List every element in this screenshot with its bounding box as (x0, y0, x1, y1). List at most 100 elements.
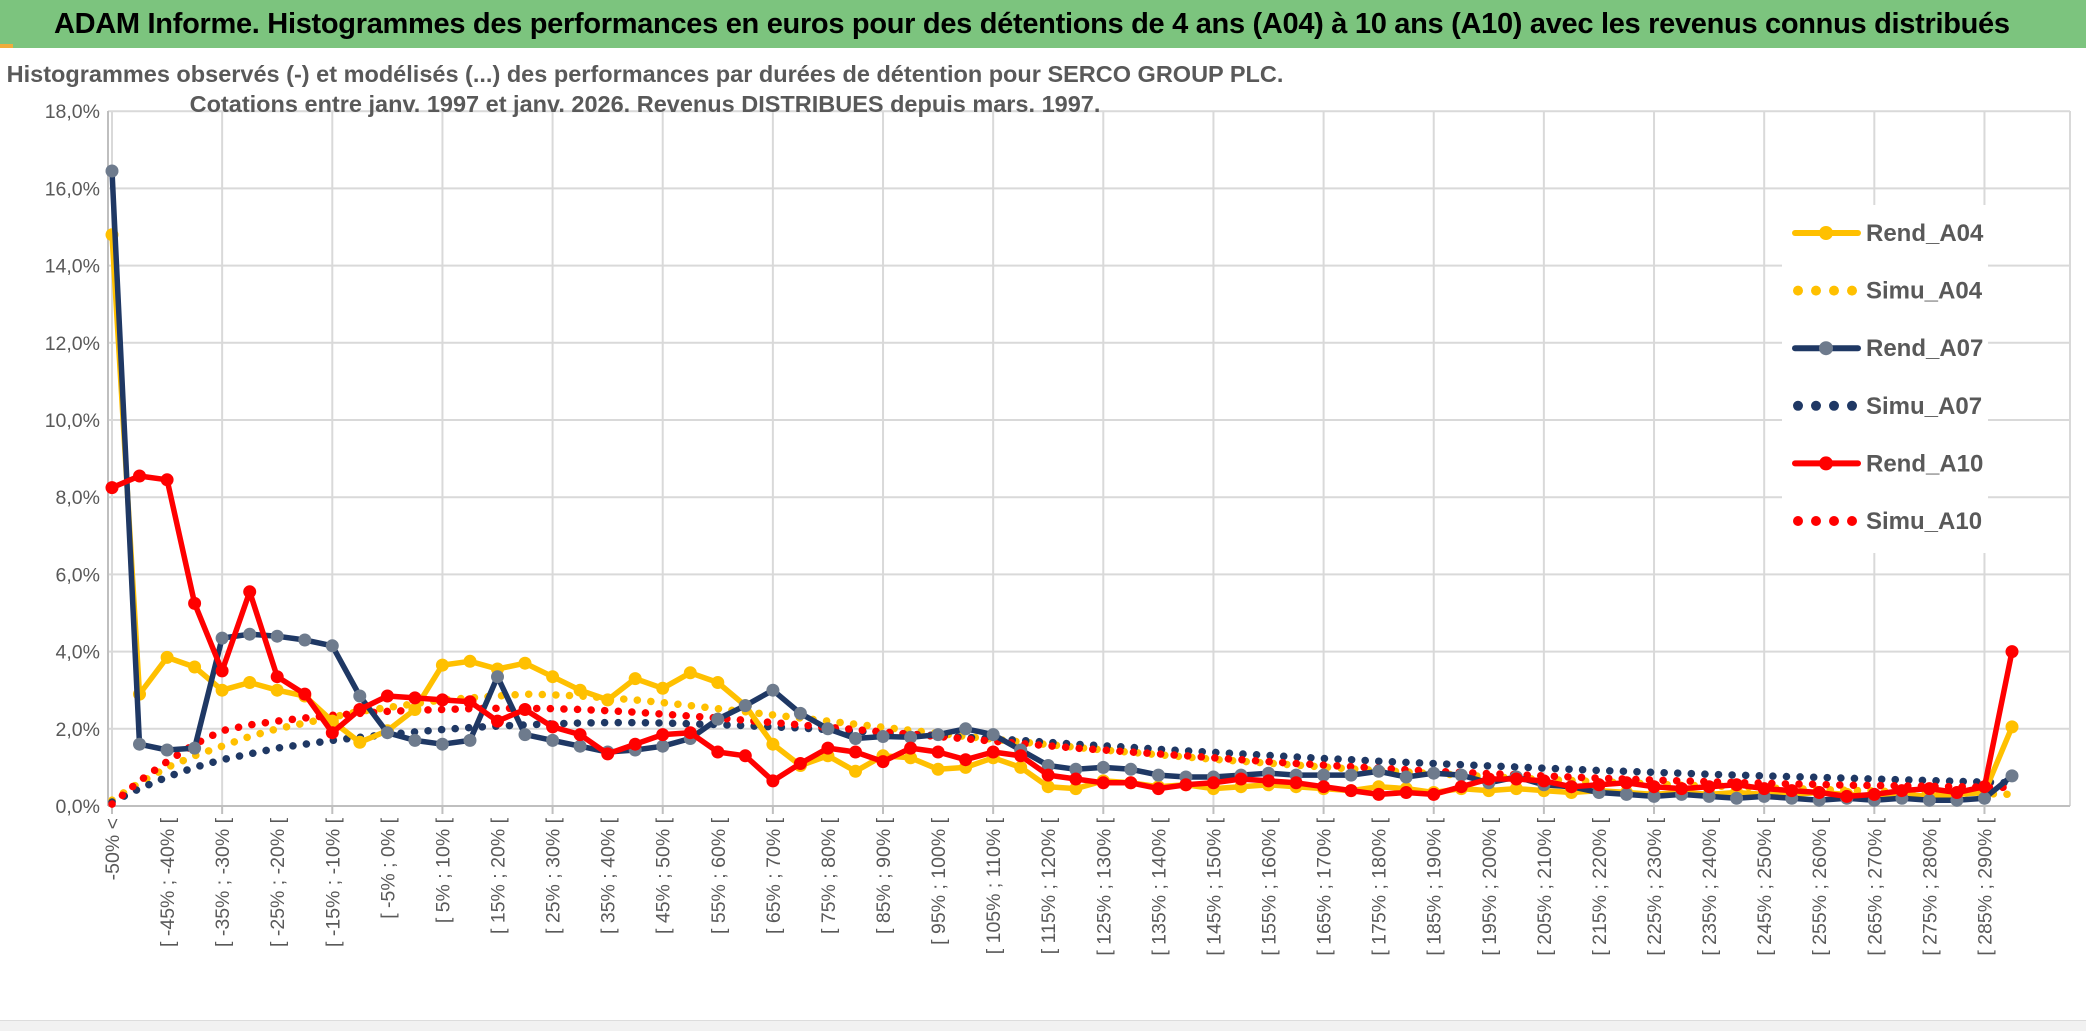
data-point (325, 726, 339, 740)
x-tick-label: [ 105% ; 110% [ (983, 817, 1005, 954)
data-point (683, 666, 697, 680)
data-point (160, 473, 174, 487)
data-point (1096, 776, 1110, 790)
data-point (1317, 768, 1331, 782)
data-point (1482, 772, 1496, 786)
data-point (1317, 780, 1331, 794)
legend-marker-dot (1793, 285, 1803, 296)
data-point (243, 627, 257, 641)
x-tick-label: [ 205% ; 210% [ (1534, 817, 1556, 955)
data-point (573, 739, 587, 753)
y-tick-label: 0,0% (56, 796, 100, 818)
data-point (628, 672, 642, 686)
data-point (821, 722, 835, 736)
data-point (1151, 782, 1165, 796)
legend-marker-dot (1793, 400, 1803, 411)
data-point (435, 658, 449, 672)
legend-marker-dot (1811, 400, 1821, 411)
data-point (711, 745, 725, 759)
x-tick-label: [ 165% ; 170% [ (1314, 817, 1336, 955)
data-point (849, 745, 862, 759)
data-point (1041, 768, 1055, 782)
legend-item-Rend_A04: Rend_A04 (1792, 220, 1984, 247)
data-point (876, 755, 890, 769)
data-point (793, 706, 807, 720)
data-point (1978, 780, 1991, 794)
data-point (1730, 778, 1744, 792)
data-point (1647, 789, 1661, 803)
data-point (1509, 772, 1523, 786)
data-point (546, 670, 560, 684)
legend-marker-dot (1819, 341, 1833, 356)
data-point (2005, 769, 2019, 783)
data-point (380, 689, 394, 703)
axis-labels: 0,0% 2,0% 4,0% 6,0% 8,0% 10,0% 12,0% 14,0% 16,0%… (45, 101, 1997, 955)
x-tick-label: [ 35% ; 40% [ (598, 817, 620, 934)
data-point (711, 676, 725, 689)
y-tick-label: 10,0% (45, 410, 100, 432)
legend-item-Simu_A04: Simu_A04 (1793, 278, 1983, 305)
y-tick-label: 12,0% (45, 333, 100, 355)
legend-label: Rend_A10 (1866, 450, 1983, 477)
series-layer (105, 164, 2019, 808)
y-tick-label: 18,0% (45, 101, 100, 123)
data-point (435, 693, 449, 707)
x-tick-label: [ 245% ; 250% [ (1754, 817, 1776, 955)
x-tick-label: [ 185% ; 190% [ (1424, 817, 1446, 955)
data-point (766, 737, 780, 751)
data-point (628, 737, 642, 751)
data-point (738, 749, 752, 763)
data-point (1069, 762, 1083, 776)
x-tick-label: [ 195% ; 200% [ (1479, 817, 1501, 955)
series-line-Simu_A07 (108, 718, 2016, 806)
data-point (1978, 791, 1991, 805)
chart-legend: Rend_A04 Simu_A04 Rend_A07 Simu_A07 Rend_A10… (1782, 205, 1988, 553)
x-tick-label: [ 175% ; 180% [ (1369, 817, 1391, 955)
data-point (904, 730, 918, 744)
data-point (1179, 778, 1193, 792)
data-point (656, 681, 670, 695)
data-point (1564, 780, 1578, 794)
data-point (1509, 782, 1523, 796)
data-point (160, 650, 174, 664)
data-point (1840, 789, 1854, 803)
data-point (435, 737, 449, 751)
legend-item-Rend_A07: Rend_A07 (1792, 335, 1983, 362)
data-point (1041, 759, 1055, 772)
data-point (849, 732, 862, 745)
data-point (821, 741, 835, 755)
y-tick-label: 2,0% (56, 719, 100, 741)
legend-label: Simu_A04 (1866, 278, 1983, 305)
data-point (491, 714, 504, 728)
data-point (270, 670, 284, 684)
data-point (766, 774, 780, 788)
data-point (1234, 772, 1248, 786)
data-point (931, 745, 945, 759)
legend-item-Simu_A10: Simu_A10 (1793, 508, 1982, 535)
data-point (1730, 791, 1744, 805)
data-point (133, 737, 146, 751)
legend-label: Simu_A07 (1866, 393, 1982, 420)
data-point (353, 735, 367, 749)
data-point (546, 733, 560, 747)
data-point (1372, 764, 1386, 778)
data-point (959, 753, 973, 767)
chart-title-line1: Histogrammes observés (-) et modélisés (… (7, 61, 1284, 87)
data-point (1372, 787, 1386, 801)
data-point (1344, 784, 1358, 798)
data-point (1922, 782, 1936, 796)
data-point (1206, 776, 1220, 790)
page-title: ADAM Informe. Histogrammes des performan… (54, 7, 2010, 40)
data-point (1922, 793, 1936, 807)
x-tick-label: [ -15% ; -10% [ (322, 817, 344, 947)
x-tick-label: [ 115% ; 120% [ (1038, 817, 1060, 954)
data-point (353, 689, 367, 703)
data-point (1785, 784, 1799, 798)
x-tick-label: [ 225% ; 230% [ (1644, 817, 1666, 955)
data-point (546, 720, 560, 734)
y-tick-label: 6,0% (56, 564, 100, 586)
y-tick-label: 8,0% (56, 487, 100, 509)
legend-item-Simu_A07: Simu_A07 (1793, 393, 1982, 420)
data-point (1454, 768, 1468, 782)
data-point (298, 633, 312, 647)
